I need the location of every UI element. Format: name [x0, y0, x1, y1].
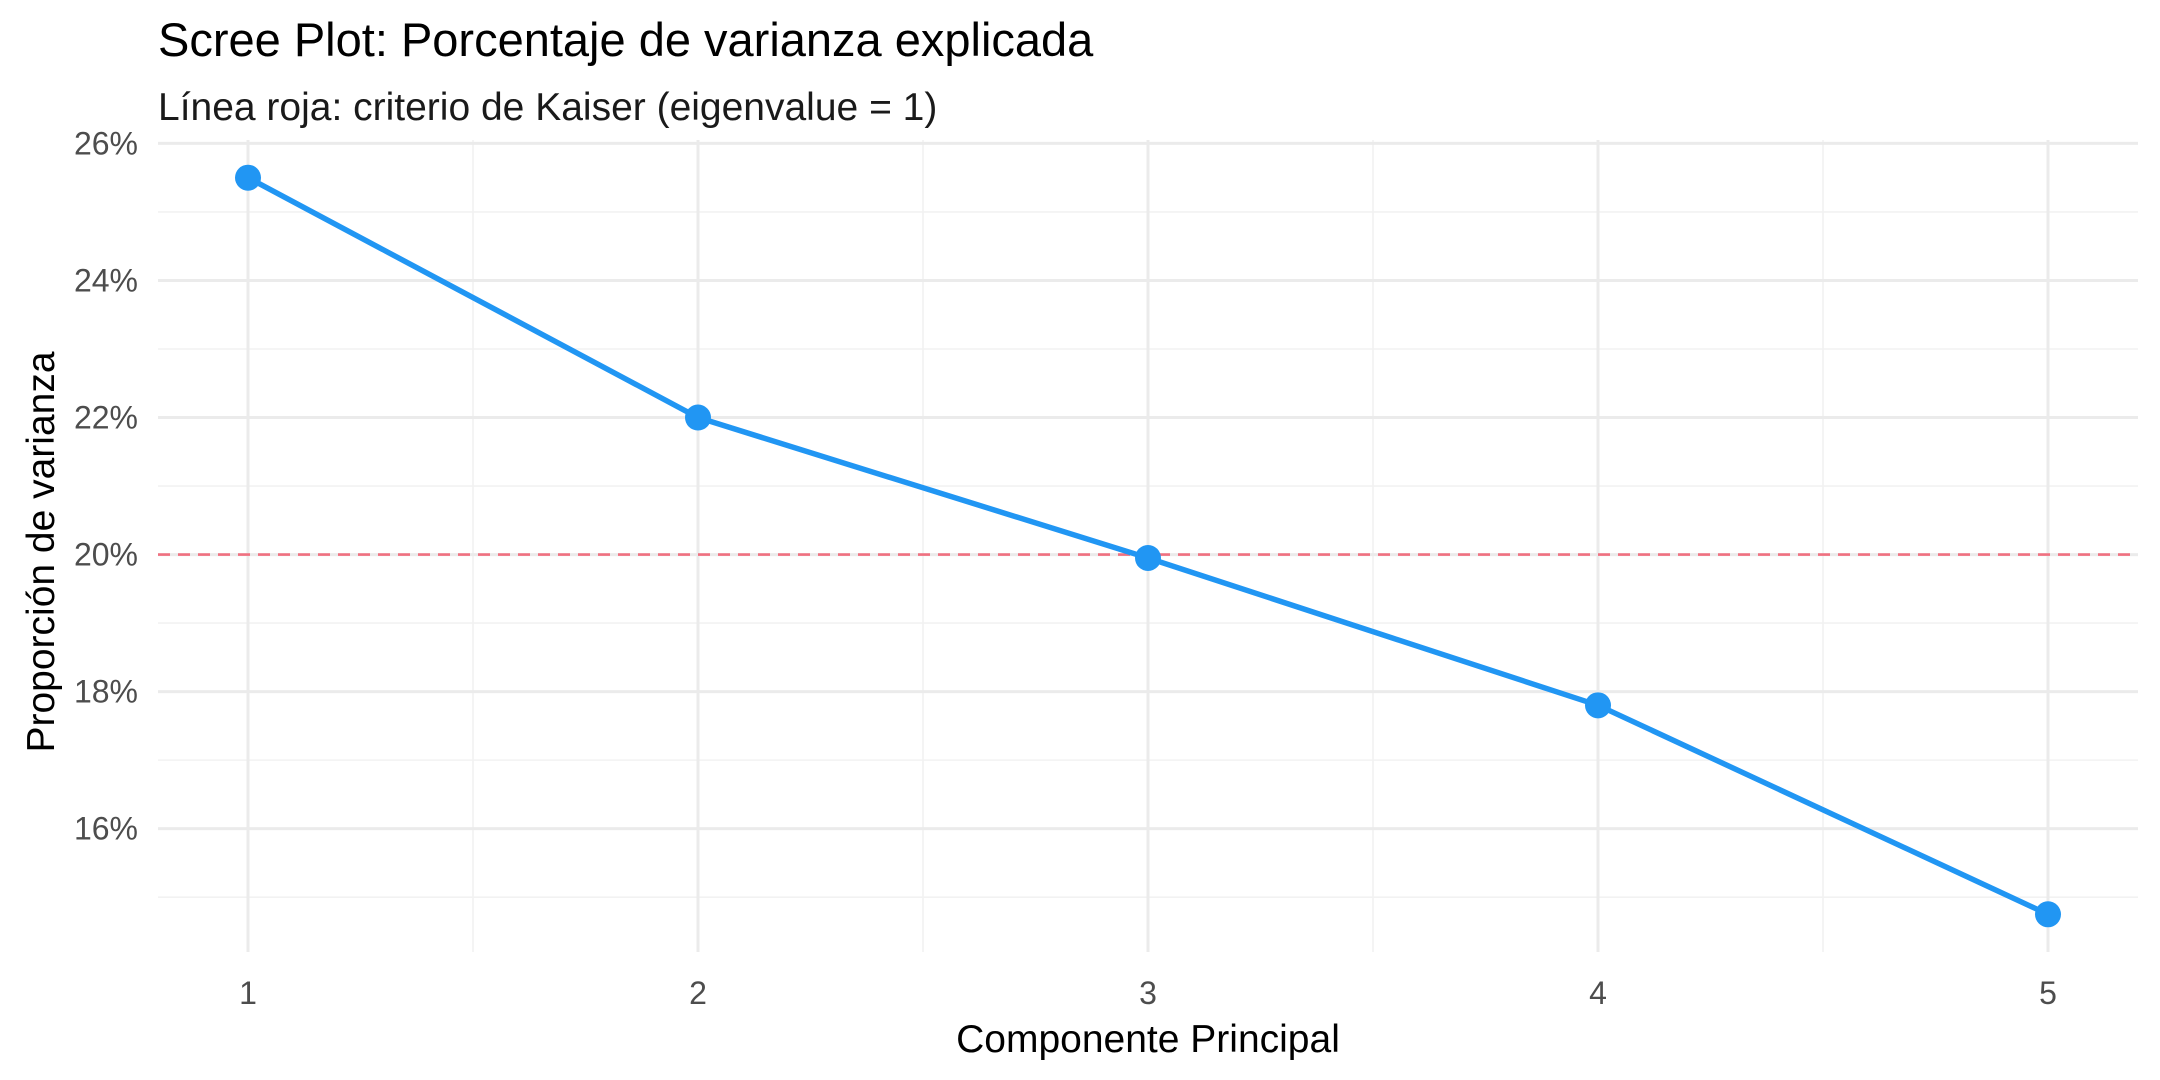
- tick-labels: 16% 18% 20% 22% 24% 26% 1 2 3 4 5: [74, 125, 2057, 1011]
- chart-title: Scree Plot: Porcentaje de varianza expli…: [158, 13, 1094, 66]
- data-point: [1585, 692, 1611, 719]
- x-tick-label: 3: [1139, 975, 1157, 1011]
- x-tick-label: 5: [2039, 975, 2057, 1011]
- data-point: [2035, 901, 2061, 928]
- chart-subtitle: Línea roja: criterio de Kaiser (eigenval…: [158, 86, 937, 129]
- y-tick-label: 22%: [74, 400, 138, 436]
- y-tick-label: 26%: [74, 125, 138, 161]
- x-tick-label: 4: [1589, 975, 1607, 1011]
- x-tick-label: 2: [689, 975, 707, 1011]
- y-tick-label: 20%: [74, 537, 138, 573]
- data-point: [1135, 544, 1161, 571]
- y-axis-title: Proporción de varianza: [20, 351, 63, 752]
- data-point: [685, 404, 711, 431]
- y-tick-label: 24%: [74, 262, 138, 298]
- x-axis-title: Componente Principal: [956, 1018, 1340, 1061]
- x-tick-label: 1: [239, 975, 257, 1011]
- series: [235, 164, 2061, 928]
- data-point: [235, 164, 261, 191]
- y-tick-label: 16%: [74, 811, 138, 847]
- y-tick-label: 18%: [74, 674, 138, 710]
